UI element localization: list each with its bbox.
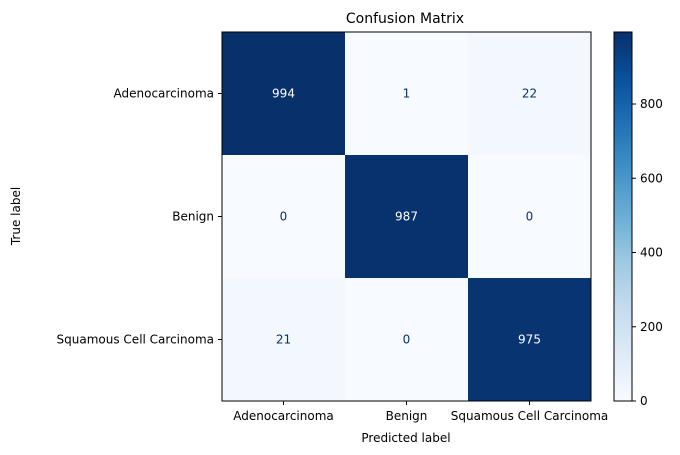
y-tick-label: Benign <box>172 210 214 224</box>
matrix-cell <box>468 155 592 279</box>
x-tick-label: Squamous Cell Carcinoma <box>451 409 608 423</box>
cell-value-label: 0 <box>280 210 288 224</box>
x-tick-label: Adenocarcinoma <box>233 409 334 423</box>
y-tick-label: Squamous Cell Carcinoma <box>57 333 214 347</box>
x-tick-label: Benign <box>386 409 428 423</box>
colorbar-ticks: 0 200 400 600 800 <box>632 97 663 408</box>
matrix-cell <box>222 278 346 402</box>
colorbar-tick-label: 0 <box>640 394 648 408</box>
matrix-cell <box>345 278 469 402</box>
matrix-cell <box>222 155 346 279</box>
matrix-axes: Adenocarcinoma Benign Squamous Cell Carcin… <box>57 87 609 424</box>
cell-value-label: 987 <box>395 210 418 224</box>
cell-value-label: 994 <box>272 87 295 101</box>
matrix-cell <box>345 32 469 156</box>
colorbar-tick-label: 200 <box>640 320 663 334</box>
y-tick-label: Adenocarcinoma <box>114 87 215 101</box>
matrix-cell <box>468 32 592 156</box>
matrix-cells: 994 1 22 0 987 0 21 0 975 <box>222 32 592 402</box>
cell-value-label: 1 <box>403 87 411 101</box>
colorbar-tick-label: 600 <box>640 171 663 185</box>
matrix-cell <box>468 278 592 402</box>
colorbar-tick-label: 400 <box>640 246 663 260</box>
cell-value-label: 22 <box>522 87 537 101</box>
y-axis-label: True label <box>9 187 23 246</box>
x-axis-label: Predicted label <box>361 431 450 445</box>
colorbar-tick-label: 800 <box>640 97 663 111</box>
chart-title: Confusion Matrix <box>346 11 464 27</box>
cell-value-label: 21 <box>276 333 291 347</box>
cell-value-label: 0 <box>526 210 534 224</box>
cell-value-label: 0 <box>403 333 411 347</box>
cell-value-label: 975 <box>518 333 541 347</box>
colorbar <box>613 31 633 402</box>
matrix-cell <box>222 32 346 156</box>
matrix-cell <box>345 155 469 279</box>
